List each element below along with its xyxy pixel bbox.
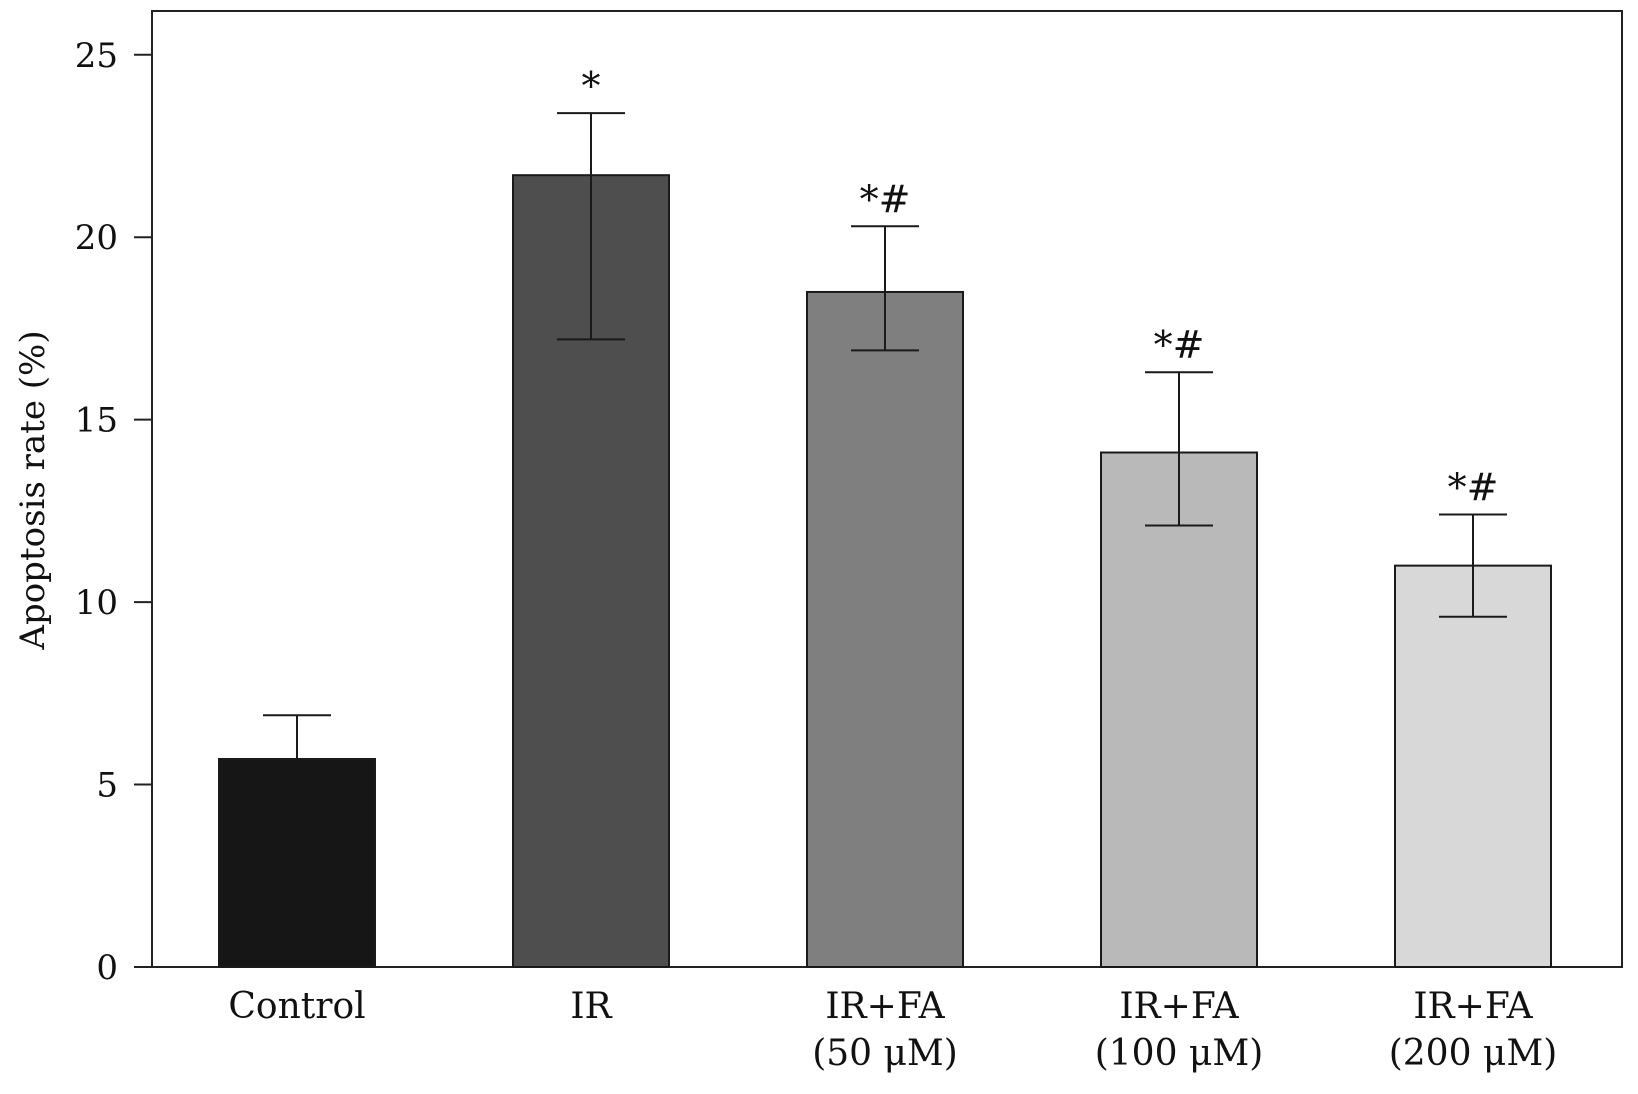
y-tick-label: 5: [96, 766, 118, 806]
x-category-label: IR+FA: [1413, 986, 1533, 1027]
x-category-label: IR+FA: [825, 986, 945, 1027]
y-tick-label: 10: [75, 583, 118, 623]
y-tick-label: 15: [75, 401, 118, 441]
bar: [806, 290, 964, 968]
y-tick-label: 0: [96, 948, 118, 988]
x-category-label: (50 μM): [812, 1033, 958, 1074]
y-axis-title: Apoptosis rate (%): [13, 330, 53, 650]
x-category-label: (200 μM): [1389, 1033, 1558, 1074]
y-tick-label: 20: [75, 218, 118, 258]
x-category-label: IR: [570, 986, 612, 1027]
significance-mark: *#: [860, 177, 911, 221]
x-category-label: Control: [228, 986, 365, 1027]
significance-mark: *#: [1448, 466, 1499, 510]
significance-mark: *#: [1154, 323, 1205, 367]
bar: [1100, 451, 1258, 968]
y-tick-label: 25: [75, 36, 118, 76]
bar: [1394, 564, 1552, 969]
significance-mark: *: [582, 64, 601, 108]
bar: [218, 758, 376, 968]
x-category-label: (100 μM): [1095, 1033, 1264, 1074]
x-category-label: IR+FA: [1119, 986, 1239, 1027]
